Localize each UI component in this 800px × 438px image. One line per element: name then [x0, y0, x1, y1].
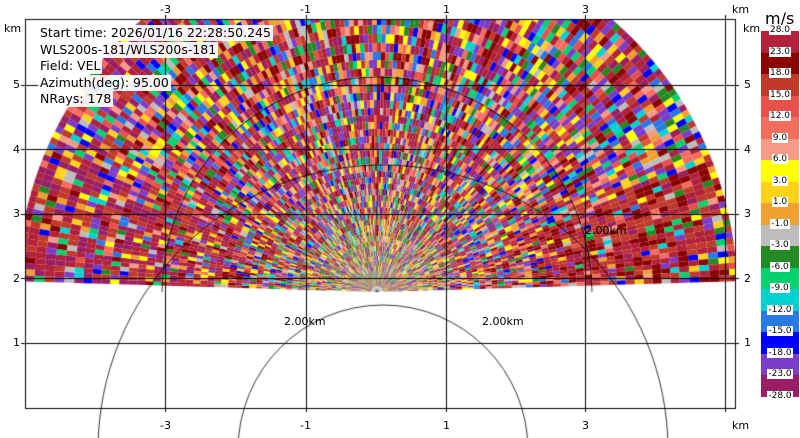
colorbar-segment: 9.0 [761, 132, 799, 160]
colorbar-tick-label: 12.0 [768, 111, 792, 121]
colorbar-segment: 3.0 [761, 175, 799, 203]
range-ring-label-3: 2.00km [585, 224, 627, 237]
y-tick-left-4: 4 [13, 143, 20, 156]
colorbar-tick-label: -15.0 [767, 326, 793, 336]
x-tick-bottom-1: -3 [160, 419, 171, 432]
station-label: WLS200s-181/WLS200s-181 [38, 42, 219, 58]
y-unit-right: km [743, 22, 761, 35]
velocity-colorbar: 28.0 23.0 18.0 15.0 12.0 9.0 6.0 3.0 1.0 -1.0 -3.0… [761, 25, 799, 401]
colorbar-segment: 12.0 [761, 111, 799, 139]
colorbar-tick-label: -28.0 [767, 390, 793, 401]
colorbar-tick-label: -9.0 [770, 283, 790, 293]
y-tick-right-3: 3 [744, 207, 751, 220]
colorbar-tick-label: -6.0 [770, 261, 790, 272]
colorbar-segment: 6.0 [761, 154, 799, 182]
x-unit-bottom: km [732, 419, 750, 432]
y-tick-left-3: 3 [13, 207, 20, 220]
y-tick-right-1: 1 [744, 336, 751, 349]
y-unit-left: km [4, 22, 22, 35]
colorbar-tick-label: -18.0 [767, 347, 793, 358]
y-tick-left-5: 5 [13, 78, 20, 91]
colorbar-tick-label: 6.0 [771, 154, 789, 164]
x-tick-top-4: 3 [582, 3, 589, 16]
y-tick-right-5: 5 [744, 78, 751, 91]
x-tick-top-1: -3 [160, 3, 171, 16]
colorbar-tick-label: 23.0 [768, 46, 792, 57]
field-label: Field: VEL [38, 58, 103, 74]
y-tick-right-4: 4 [744, 143, 751, 156]
azimuth-label: Azimuth(deg): 95.00 [38, 75, 171, 91]
x-tick-bottom-3: 1 [443, 419, 450, 432]
y-tick-left-2: 2 [13, 272, 20, 285]
y-tick-right-2: 2 [744, 272, 751, 285]
colorbar-tick-label: -3.0 [770, 240, 790, 250]
colorbar-tick-label: 18.0 [768, 68, 792, 78]
colorbar-tick-label: 3.0 [771, 175, 789, 186]
x-tick-top-3: 1 [443, 3, 450, 16]
colorbar-tick-label: 9.0 [771, 132, 789, 143]
x-tick-bottom-4: 3 [582, 419, 589, 432]
colorbar-tick-label: 1.0 [771, 197, 789, 207]
x-tick-top-2: -1 [300, 3, 311, 16]
x-unit-top: km [732, 3, 750, 16]
colorbar-unit: m/s [765, 9, 795, 28]
x-tick-bottom-2: -1 [300, 419, 311, 432]
start-time-label: Start time: 2026/01/16 22:28:50.245 [38, 25, 273, 41]
range-ring-label-1: 2.00km [284, 315, 326, 328]
colorbar-tick-label: 28.0 [768, 25, 792, 35]
colorbar-tick-label: -12.0 [767, 304, 793, 315]
colorbar-tick-label: -1.0 [770, 218, 790, 229]
nrays-label: NRays: 178 [38, 91, 114, 107]
colorbar-tick-label: -23.0 [767, 369, 793, 379]
range-ring-label-2: 2.00km [482, 315, 524, 328]
y-tick-left-1: 1 [13, 336, 20, 349]
colorbar-tick-label: 15.0 [768, 89, 792, 100]
